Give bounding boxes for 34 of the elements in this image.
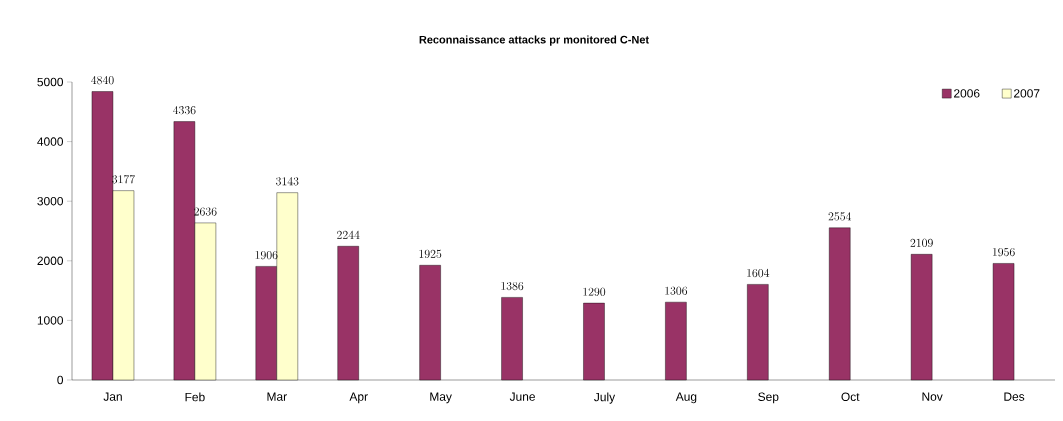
legend-label: 2007 (1014, 89, 1040, 98)
y-tick-label: 1000 (37, 316, 64, 325)
x-tick-label: Oct (841, 392, 860, 401)
legend-label: 2006 (954, 89, 980, 98)
data-label: 4336 (173, 105, 196, 115)
data-label: 2554 (828, 212, 852, 221)
data-label: 1386 (501, 281, 524, 291)
data-label: 4840 (91, 75, 114, 85)
y-tick-label: 3000 (37, 196, 64, 206)
y-tick-label: 5000 (37, 77, 64, 87)
x-tick-label: Aug (675, 392, 697, 404)
x-tick-label: Nov (922, 392, 943, 401)
x-tick-label: July (594, 392, 616, 404)
x-tick-label: Feb (185, 392, 205, 402)
chart-title: Reconnaissance attacks pr monitored C-Net (419, 35, 649, 46)
data-label: 1956 (992, 247, 1015, 257)
data-label: 3143 (276, 177, 299, 186)
x-tick-label: Mar (267, 392, 287, 401)
data-label: 2244 (337, 230, 360, 239)
data-label: 1306 (665, 286, 688, 295)
data-label: 1906 (255, 250, 278, 260)
x-tick-label: Des (1004, 392, 1025, 401)
data-label: 2109 (910, 238, 933, 248)
x-tick-label: Sep (758, 392, 779, 404)
x-tick-label: Apr (349, 392, 368, 404)
data-label: 1925 (419, 249, 442, 258)
y-tick-label: 0 (57, 375, 64, 385)
y-tick-label: 4000 (37, 137, 64, 146)
x-tick-label: June (509, 392, 535, 401)
data-label: 1604 (747, 268, 770, 278)
data-label: 1290 (583, 287, 606, 296)
x-tick-label: Jan (103, 392, 122, 401)
y-tick-label: 2000 (37, 256, 64, 266)
x-tick-label: May (430, 392, 452, 404)
